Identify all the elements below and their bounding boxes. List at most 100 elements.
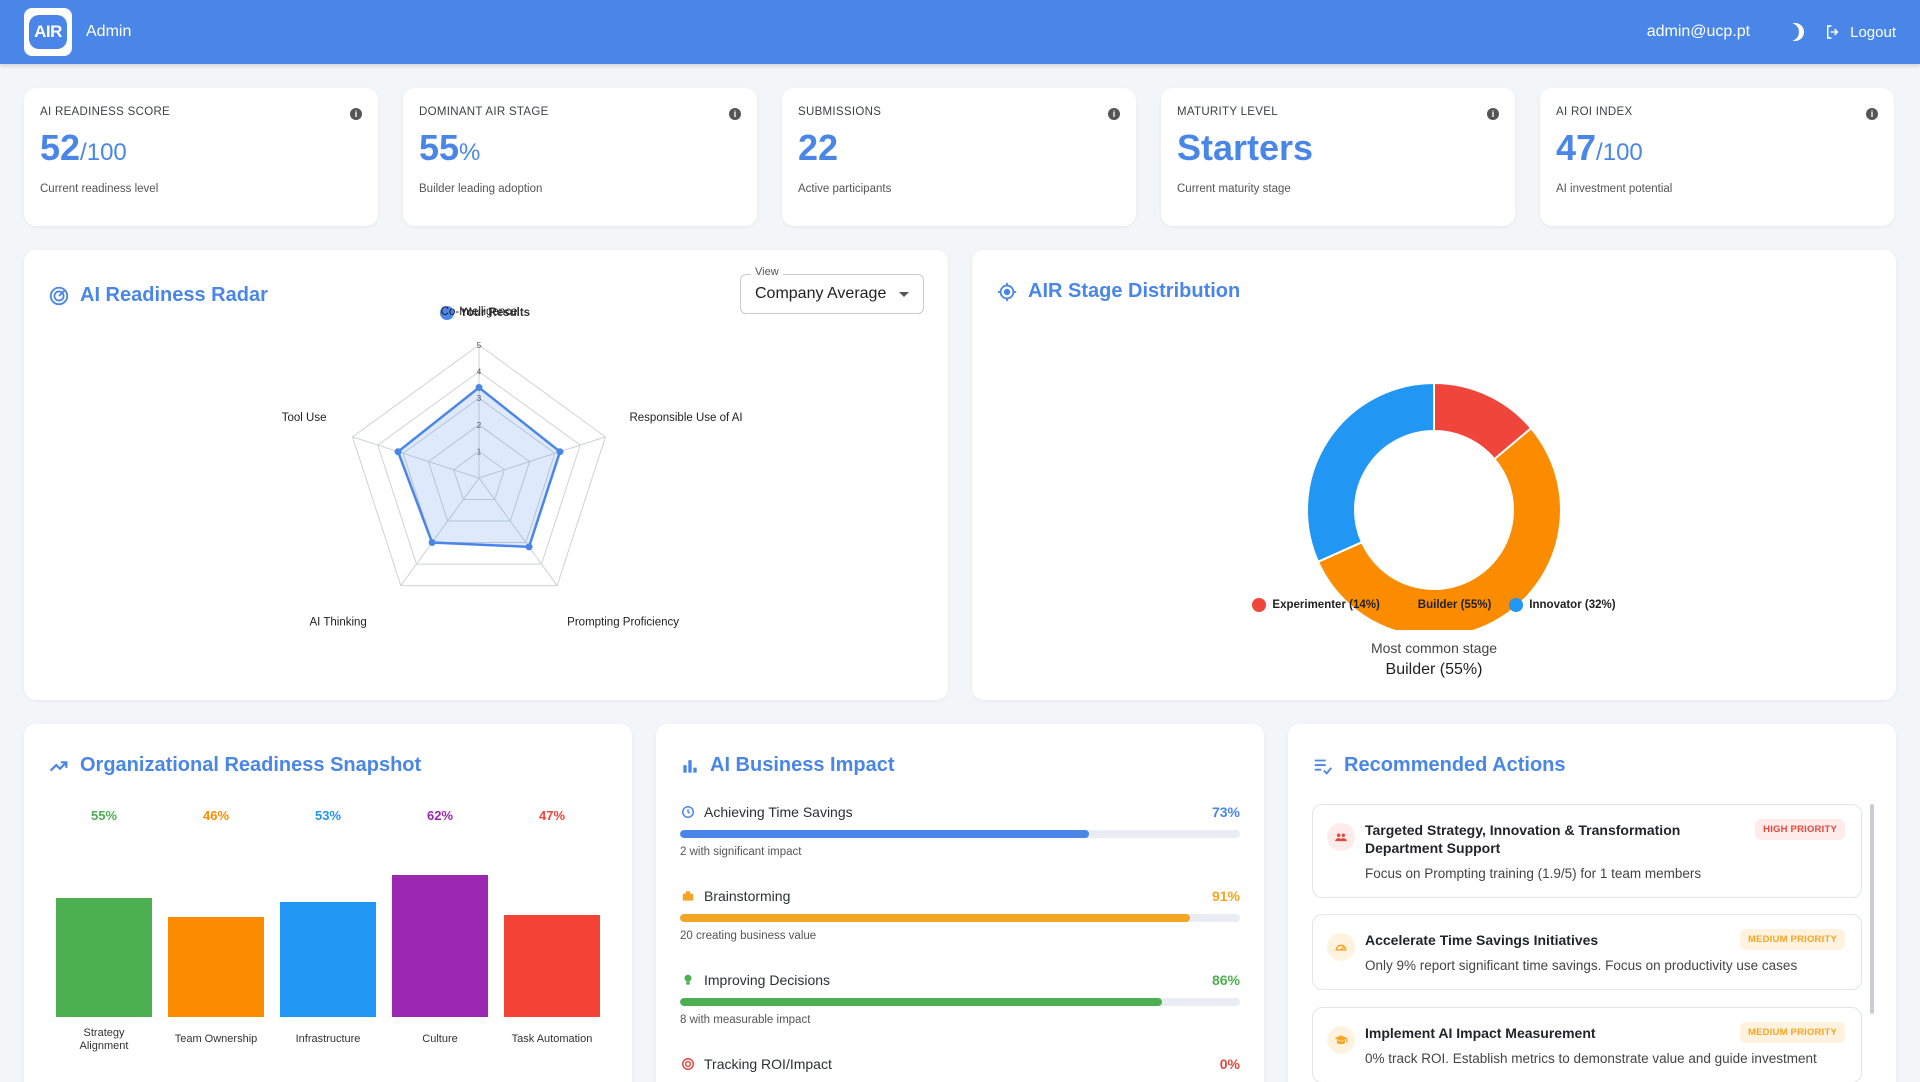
actions-scrollbar[interactable] — [1870, 804, 1874, 1014]
radar-grid-ring — [402, 397, 556, 544]
kpi-value: 22 — [798, 128, 1120, 173]
lightbulb-box-icon — [680, 889, 696, 903]
bar-value-label: 62% — [426, 808, 454, 823]
impact-percent: 0% — [1219, 1056, 1240, 1072]
distribution-title: AIR Stage Distribution — [996, 280, 1240, 303]
radar-legend[interactable]: Your Results — [440, 306, 530, 320]
action-card[interactable]: Accelerate Time Savings Initiatives MEDIU… — [1312, 914, 1862, 990]
view-select-label: View — [751, 266, 783, 278]
donut-legend-item[interactable]: Builder (55%) — [1397, 598, 1491, 612]
kpi-card: DOMINANT AIR STAGE i 55% Builder leading ad… — [403, 88, 757, 226]
checklist-icon — [1312, 755, 1334, 777]
impact-label: Tracking ROI/Impact — [704, 1056, 832, 1072]
most-common-caption: Most common stage — [1370, 640, 1498, 656]
most-common-value: Builder (55%) — [1385, 661, 1483, 678]
donut-legend-item[interactable]: Innovator (32%) — [1509, 598, 1616, 612]
kpi-number: 55 — [419, 127, 460, 168]
kpi-subtitle: Builder leading adoption — [419, 183, 543, 195]
radar-grid-ring — [427, 424, 531, 522]
donut-legend-label: Innovator (32%) — [1529, 599, 1616, 611]
snapshot-card: Organizational Readiness Snapshot 55% Str… — [24, 724, 632, 1082]
kpi-label: DOMINANT AIR STAGE — [419, 106, 549, 118]
info-icon[interactable]: i — [1487, 108, 1499, 120]
impact-row-header: Tracking ROI/Impact 0% — [680, 1056, 1240, 1072]
bar-value-label: 46% — [202, 808, 230, 823]
trending-up-icon — [48, 755, 70, 777]
kpi-card: SUBMISSIONS i 22 Active participants — [782, 88, 1136, 226]
dark-mode-toggle-icon[interactable] — [1786, 23, 1804, 41]
kpi-value: 55% — [419, 128, 741, 173]
bar-value-label: 47% — [538, 808, 566, 823]
graduation-cap-icon — [1327, 1026, 1355, 1054]
impact-progress-track — [680, 914, 1240, 922]
top-app-bar: AIR Admin admin@ucp.pt Logout — [0, 0, 1920, 64]
bar[interactable] — [504, 914, 600, 1017]
info-icon[interactable]: i — [729, 108, 741, 120]
user-email: admin@ucp.pt — [1646, 23, 1751, 40]
impact-subtext: 20 creating business value — [680, 930, 817, 942]
bar-chart-icon — [680, 756, 700, 776]
impact-label: Brainstorming — [704, 888, 791, 904]
impact-progress-fill — [680, 998, 1162, 1006]
bar[interactable] — [56, 897, 152, 1017]
kpi-card: AI READINESS SCORE i 52/100 Current readine… — [24, 88, 378, 226]
action-description: 0% track ROI. Establish metrics to demon… — [1365, 1051, 1817, 1066]
legend-marker — [440, 306, 454, 320]
kpi-number: 22 — [798, 127, 839, 168]
radar-series-area — [396, 385, 562, 549]
action-title: Accelerate Time Savings Initiatives — [1365, 932, 1599, 948]
action-card[interactable]: Implement AI Impact Measurement MEDIUM PR… — [1312, 1007, 1862, 1082]
bar-category-label: Team Ownership — [174, 1033, 258, 1045]
impact-row-header: Achieving Time Savings 73% — [680, 804, 1240, 820]
action-title: Targeted Strategy, Innovation & Transfor… — [1365, 822, 1681, 856]
bar[interactable] — [168, 917, 264, 1017]
kpi-label: MATURITY LEVEL — [1177, 106, 1278, 118]
impact-row: Achieving Time Savings 73% 2 with signific… — [680, 804, 1240, 858]
radar-card: AI Readiness Radar View Company Average … — [24, 250, 948, 700]
donut-slice[interactable] — [1316, 426, 1562, 630]
radar-chart: 1 2 3 4 5 Co-Intelligence Responsible Use of A… — [282, 306, 743, 629]
kpi-subtitle: Active participants — [798, 183, 892, 195]
legend-marker — [1397, 598, 1412, 612]
impact-label: Achieving Time Savings — [704, 804, 853, 820]
info-icon[interactable]: i — [350, 108, 362, 120]
app-logo[interactable]: AIR — [24, 8, 72, 56]
radar-tick-label: 3 — [477, 394, 482, 403]
impact-progress-fill — [680, 914, 1190, 922]
kpi-label: SUBMISSIONS — [798, 106, 882, 118]
clock-icon — [680, 805, 696, 819]
priority-badge: MEDIUM PRIORITY — [1739, 929, 1845, 950]
kpi-value: Starters — [1177, 128, 1499, 173]
kpi-number: 52 — [40, 127, 81, 168]
target-icon — [680, 1057, 696, 1071]
impact-progress-track — [680, 998, 1240, 1006]
impact-row: Tracking ROI/Impact 0% — [680, 1056, 1240, 1072]
kpi-number: Starters — [1177, 127, 1314, 168]
impact-row-header: Brainstorming 91% — [680, 888, 1240, 904]
radar-grid-ring — [351, 344, 607, 587]
bar-category-label: Culture — [422, 1033, 458, 1045]
radar-axis-label: AI Thinking — [309, 617, 366, 629]
radar-title: AI Readiness Radar — [48, 284, 268, 307]
actions-card: Recommended Actions Targeted Strategy, I… — [1288, 724, 1896, 1082]
donut-legend-item[interactable]: Experimenter (14%) — [1252, 598, 1380, 612]
bar[interactable] — [392, 875, 488, 1017]
kpi-subtitle: Current maturity stage — [1177, 183, 1291, 195]
impact-row: Improving Decisions 86% 8 with measurable … — [680, 972, 1240, 1026]
action-card[interactable]: Targeted Strategy, Innovation & Transfor… — [1312, 804, 1862, 898]
donut-chart — [1306, 381, 1562, 630]
action-description: Focus on Prompting training (1.9/5) for … — [1365, 866, 1702, 881]
info-icon[interactable]: i — [1108, 108, 1120, 120]
info-icon[interactable]: i — [1866, 108, 1878, 120]
radar-tick-label: 2 — [477, 421, 482, 430]
logout-icon — [1827, 25, 1839, 39]
radar-axis-label: Responsible Use of AI — [629, 412, 742, 424]
kpi-label: AI READINESS SCORE — [40, 106, 171, 118]
view-select[interactable]: View Company Average — [740, 266, 924, 314]
kpi-card: MATURITY LEVEL i Starters Current maturity … — [1161, 88, 1515, 226]
bulb-icon — [680, 973, 696, 987]
bar[interactable] — [280, 901, 376, 1017]
donut-slice[interactable] — [1306, 381, 1435, 564]
radar-point — [475, 384, 483, 392]
logout-button[interactable]: Logout — [1824, 23, 1896, 41]
